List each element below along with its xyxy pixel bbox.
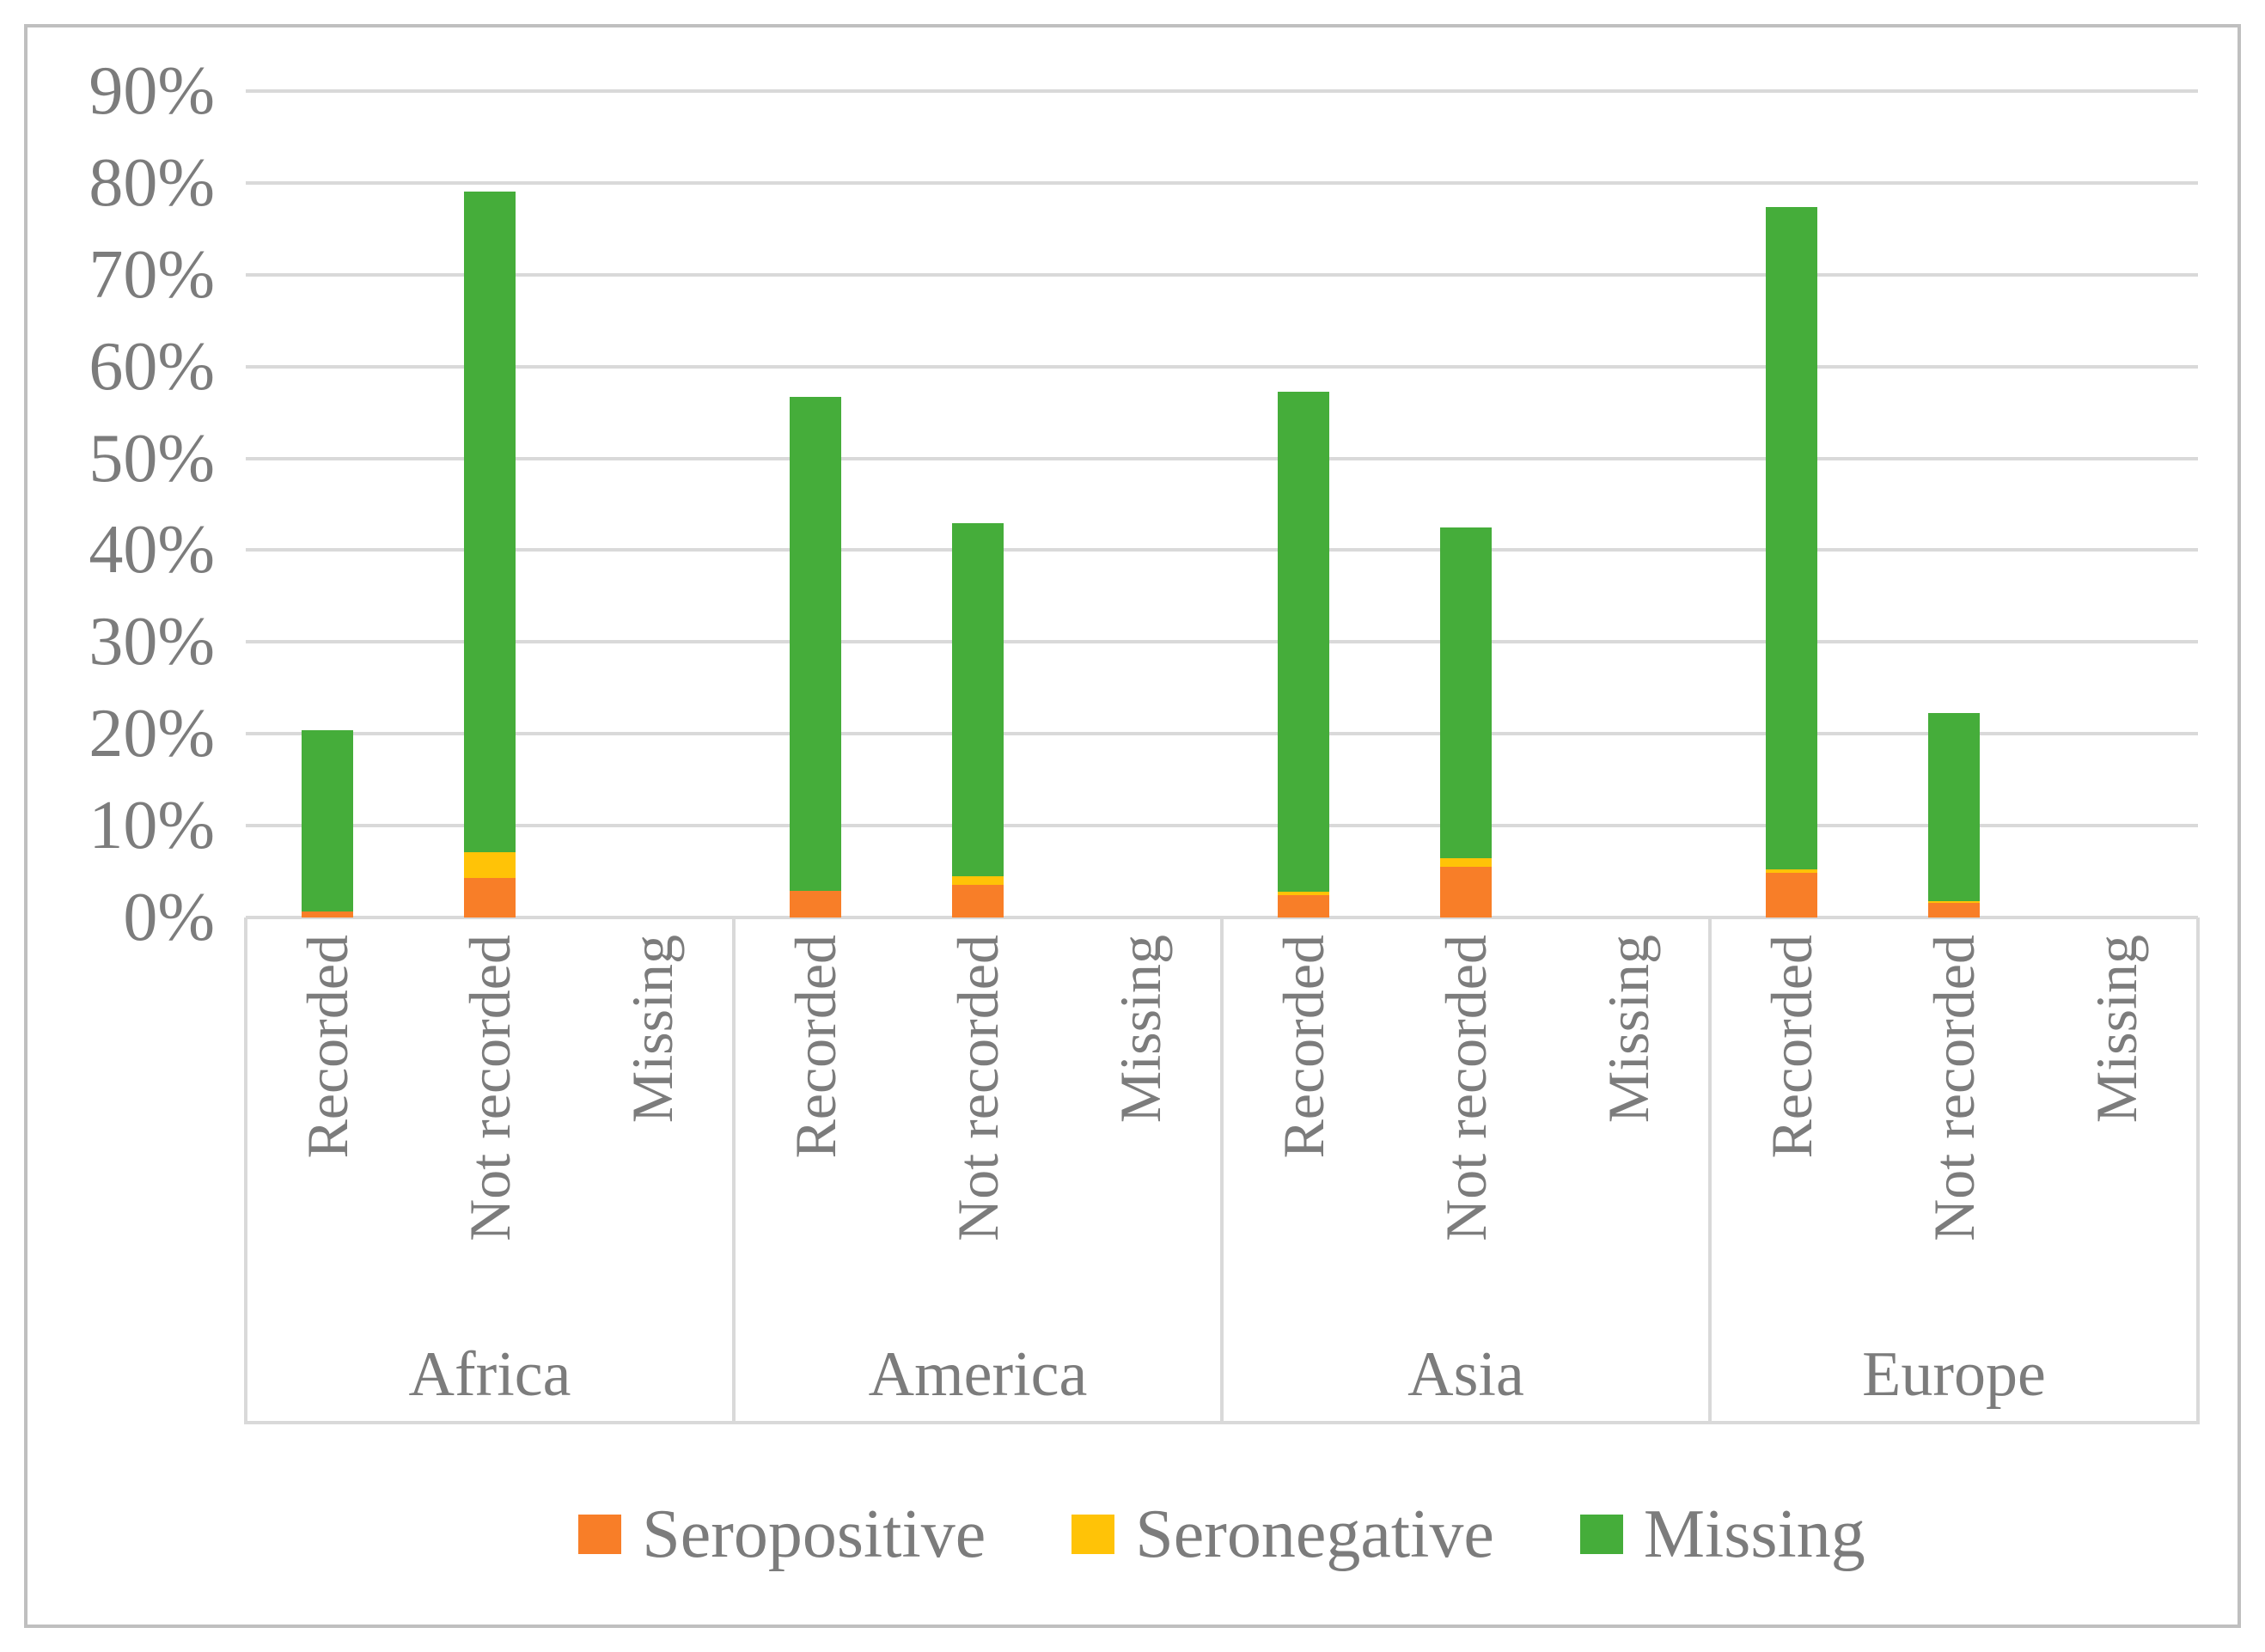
y-tick-label: 70% — [89, 236, 215, 313]
figure-border — [24, 24, 2241, 1628]
axis-group-separator — [1708, 917, 1712, 1424]
bar-segment-missing — [1765, 206, 1817, 870]
bar-segment-missing — [1277, 391, 1329, 893]
gridline — [246, 640, 2198, 644]
stacked-bar — [1277, 391, 1329, 917]
axis-bottom-line — [246, 1421, 2198, 1424]
axis-group-separator — [2196, 917, 2200, 1424]
bar-segment-missing — [951, 523, 1004, 876]
bar-slot — [571, 91, 734, 917]
y-tick-label: 80% — [89, 144, 215, 221]
legend-label: Seronegative — [1135, 1497, 1494, 1572]
bar-segment-seronegative — [1277, 892, 1329, 896]
bar-segment-seronegative — [463, 852, 516, 879]
bar-segment-missing — [301, 729, 353, 911]
y-tick-label: 0% — [123, 880, 215, 955]
bar-segment-seronegative — [1439, 857, 1492, 868]
bar-slot — [1710, 91, 1872, 917]
x-group-label: Asia — [1407, 1339, 1524, 1410]
legend-swatch-icon — [1579, 1515, 1623, 1554]
gridline — [246, 824, 2198, 828]
gridline — [246, 89, 2198, 93]
plot-area — [246, 91, 2198, 917]
x-category-label: Not recorded — [945, 935, 1010, 1241]
x-category-label: Recorded — [782, 935, 848, 1159]
x-category-label: Recorded — [1758, 935, 1824, 1159]
x-category-label: Recorded — [1270, 935, 1336, 1159]
gridline — [246, 180, 2198, 185]
gridline — [246, 456, 2198, 460]
axis-group-separator — [732, 917, 736, 1424]
x-category-label: Missing — [1108, 935, 1174, 1124]
bar-segment-seropositive — [1439, 867, 1492, 917]
bar-slot — [896, 91, 1059, 917]
gridline — [246, 272, 2198, 277]
legend-swatch-icon — [578, 1515, 622, 1554]
bar-slot — [1059, 91, 1222, 917]
bar-segment-missing — [1927, 712, 1980, 901]
axis-group-separator — [244, 917, 247, 1424]
bar-slot — [408, 91, 571, 917]
bar-segment-seropositive — [301, 911, 353, 917]
bar-segment-seropositive — [1277, 895, 1329, 917]
bar-segment-seronegative — [1765, 869, 1817, 873]
x-category-label: Not recorded — [457, 935, 522, 1241]
y-tick-label: 30% — [89, 604, 215, 680]
bar-slot — [1872, 91, 2035, 917]
gridline — [246, 548, 2198, 552]
legend-item-seropositive: Seropositive — [578, 1493, 986, 1576]
bar-segment-seronegative — [951, 875, 1004, 885]
bar-segment-missing — [1439, 527, 1492, 858]
y-tick-label: 40% — [89, 512, 215, 588]
stacked-bar — [463, 191, 516, 917]
legend-label: Missing — [1643, 1497, 1865, 1572]
legend-swatch-icon — [1071, 1515, 1115, 1554]
legend-label: Seropositive — [642, 1497, 986, 1572]
x-category-label: Not recorded — [1921, 935, 1987, 1241]
legend: Seropositive Seronegative Missing — [246, 1493, 2198, 1576]
legend-item-seronegative: Seronegative — [1071, 1493, 1494, 1576]
bar-segment-seropositive — [789, 891, 841, 917]
x-group-label: Africa — [408, 1339, 571, 1410]
x-group-label: Europe — [1862, 1339, 2046, 1410]
bar-slot — [1548, 91, 1710, 917]
y-tick-label: 50% — [89, 420, 215, 497]
bar-segment-missing — [789, 396, 841, 892]
bar-slot — [246, 91, 408, 917]
bar-segment-seropositive — [1765, 872, 1817, 917]
x-category-label: Missing — [2084, 935, 2150, 1124]
bar-segment-seropositive — [1927, 902, 1980, 917]
gridline — [246, 364, 2198, 369]
bar-slot — [2036, 91, 2198, 917]
stacked-bar — [301, 729, 353, 917]
bar-slot — [1222, 91, 1384, 917]
axis-group-separator — [1220, 917, 1224, 1424]
bar-segment-missing — [463, 191, 516, 853]
legend-item-missing: Missing — [1579, 1493, 1865, 1576]
y-tick-label: 60% — [89, 328, 215, 405]
stacked-bar — [789, 396, 841, 917]
gridline — [246, 732, 2198, 736]
x-category-label: Missing — [620, 935, 686, 1124]
bar-segment-seronegative — [1927, 900, 1980, 903]
y-tick-label: 10% — [89, 788, 215, 864]
bar-slot — [1384, 91, 1547, 917]
stacked-bar — [1927, 712, 1980, 917]
stacked-bar — [1765, 206, 1817, 917]
bar-slot — [734, 91, 896, 917]
x-category-label: Recorded — [294, 935, 360, 1159]
x-category-label: Not recorded — [1433, 935, 1499, 1241]
bar-segment-seropositive — [951, 884, 1004, 917]
stacked-bar — [1439, 527, 1492, 917]
x-group-label: America — [868, 1339, 1088, 1410]
x-category-label: Missing — [1596, 935, 1662, 1124]
stacked-bar — [951, 523, 1004, 917]
y-tick-label: 90% — [89, 53, 215, 129]
y-tick-label: 20% — [89, 696, 215, 772]
bar-segment-seropositive — [463, 878, 516, 917]
